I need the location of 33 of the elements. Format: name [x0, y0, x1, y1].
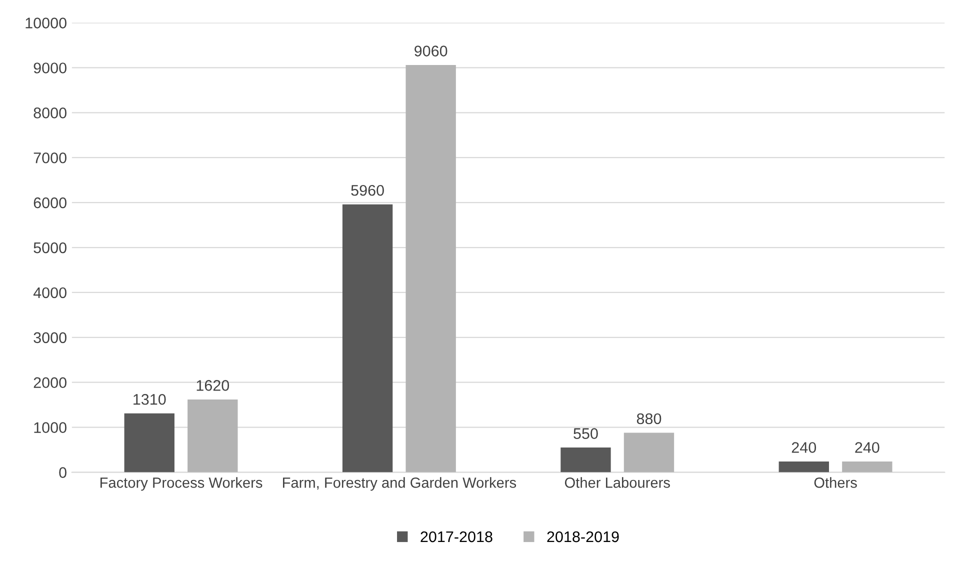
data-label: 240: [792, 442, 816, 453]
y-tick-label: 2000: [34, 377, 66, 388]
y-tick-label: 10000: [26, 18, 66, 28]
data-label: 9060: [414, 46, 448, 56]
data-label: 240: [855, 442, 880, 453]
legend-label: 2017-2018: [420, 531, 492, 542]
y-tick-label: 9000: [34, 62, 66, 74]
bar: [188, 399, 238, 472]
y-tick-label: 6000: [34, 197, 66, 208]
x-tick-label: Farm, Forestry and Garden Workers: [283, 477, 516, 491]
y-tick-label: 7000: [34, 152, 66, 164]
data-label: 5960: [351, 184, 384, 196]
bar: [342, 204, 393, 472]
bar: [406, 65, 456, 472]
legend-label: 2018-2019: [547, 531, 619, 542]
y-tick-label: 8000: [34, 108, 66, 118]
x-tick-label: Others: [814, 477, 857, 488]
bar: [842, 461, 892, 472]
bar: [560, 448, 611, 472]
y-tick-label: 4000: [33, 287, 66, 298]
bar: [778, 461, 829, 472]
y-tick-label: 0: [59, 467, 66, 478]
y-tick-label: 5000: [34, 242, 66, 254]
y-tick-label: 1000: [34, 422, 66, 434]
bar: [624, 432, 674, 472]
data-label: 880: [636, 413, 662, 424]
x-tick-label: Other Labourers: [564, 477, 670, 488]
bar: [124, 413, 174, 472]
x-tick-label: Factory Process Workers: [100, 477, 262, 491]
data-label: 550: [574, 428, 598, 439]
data-label: 1620: [196, 380, 230, 391]
y-tick-label: 3000: [34, 332, 66, 344]
data-label: 1310: [134, 394, 166, 405]
